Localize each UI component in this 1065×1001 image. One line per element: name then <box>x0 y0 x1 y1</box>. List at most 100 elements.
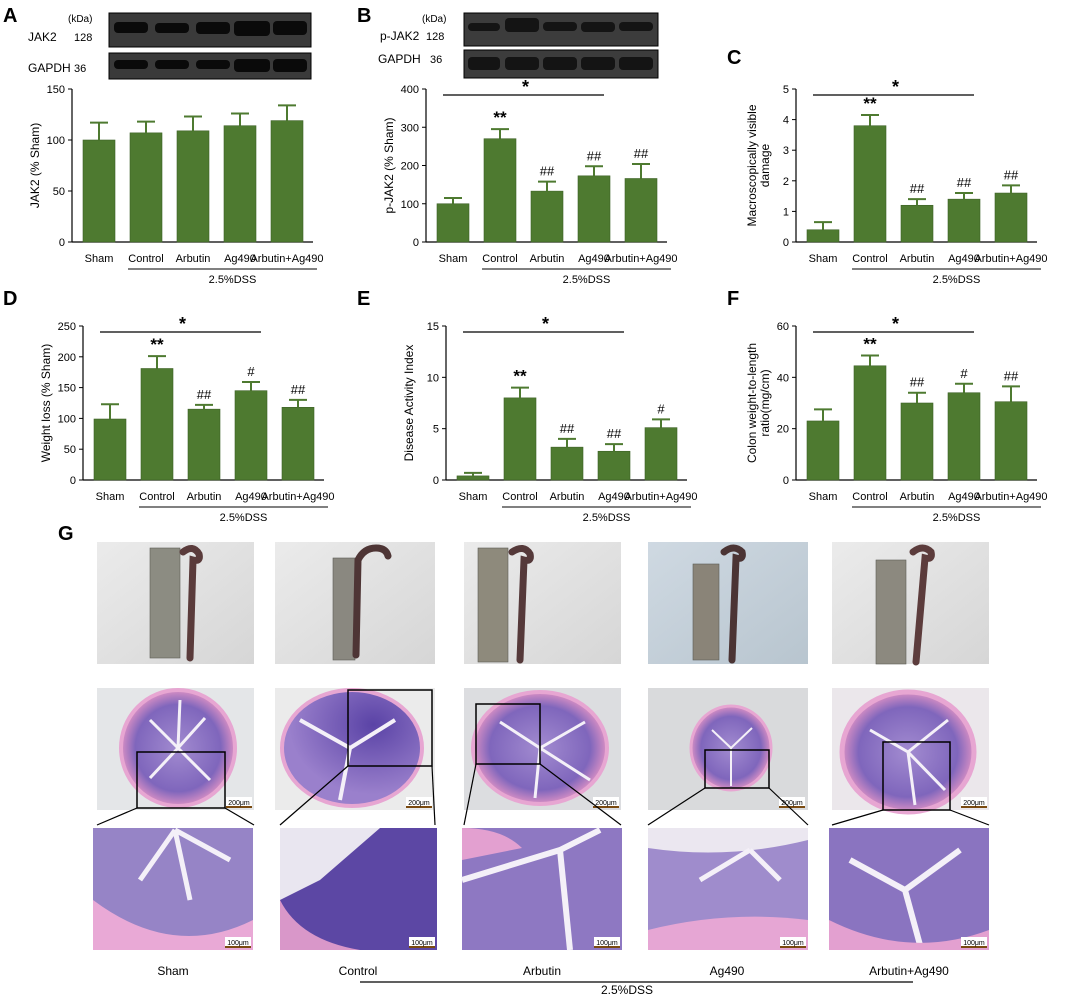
significance-mark: ** <box>863 335 877 354</box>
colon-specimen <box>352 544 392 659</box>
blot-band <box>505 18 539 32</box>
y-tick-label: 5 <box>783 84 789 96</box>
x-tick-label: Arbutin+Ag490 <box>250 253 323 265</box>
bar <box>853 365 887 481</box>
x-tick-label: Ag490 <box>948 491 980 503</box>
he-zoom-arbutin-ag490: 100μm <box>829 828 989 950</box>
bar <box>597 450 631 481</box>
y-tick-label: 400 <box>401 84 419 96</box>
x-tick-label: Control <box>852 253 887 265</box>
blot-band <box>543 57 577 70</box>
y-axis-label: Weight loss (% Sham) <box>39 344 53 462</box>
y-axis-label: Colon weight-to-length <box>745 343 759 463</box>
bar <box>93 418 127 481</box>
bar <box>624 178 658 243</box>
ruler-icon <box>477 547 509 663</box>
x-tick-label: Sham <box>85 253 114 265</box>
he-zoom-ag490: 100μm <box>648 828 808 950</box>
zoom-box <box>704 749 770 789</box>
y-tick-label: 250 <box>58 321 76 333</box>
bar <box>270 120 304 243</box>
blot-band <box>114 60 148 69</box>
y-tick-label: 200 <box>401 161 419 173</box>
significance-mark: ## <box>607 426 622 441</box>
blot-band <box>196 22 230 34</box>
colon-photo-sham <box>97 542 254 664</box>
colon-photo-arbutin-ag490 <box>832 542 989 666</box>
bar <box>550 446 584 481</box>
bar <box>806 420 840 481</box>
x-tick-label: Arbutin+Ag490 <box>974 491 1047 503</box>
ruler-icon <box>692 563 720 661</box>
ruler-icon <box>875 559 907 665</box>
he-section-arbutin-ag490: 200μm <box>832 688 989 815</box>
x-tick-label: Arbutin+Ag490 <box>604 253 677 265</box>
blot-band <box>468 23 500 31</box>
y-tick-label: 20 <box>777 424 789 436</box>
x-tick-label: Control <box>128 253 163 265</box>
scale-bar-label: 100μm <box>411 940 433 947</box>
blot-row-label: p-JAK2 <box>380 29 420 43</box>
significance-mark: ## <box>910 181 925 196</box>
x-tick-label: Sham <box>809 253 838 265</box>
bar <box>176 130 210 243</box>
bar <box>577 175 611 243</box>
y-tick-label: 15 <box>427 321 439 333</box>
significance-mark: ** <box>493 108 507 127</box>
x-tick-label: Arbutin+Ag490 <box>624 491 697 503</box>
y-tick-label: 0 <box>783 475 789 487</box>
bar <box>503 397 537 481</box>
bar <box>853 125 887 243</box>
significance-mark: ## <box>197 387 212 402</box>
significance-mark: ## <box>634 146 649 161</box>
x-tick-label: Arbutin <box>187 491 222 503</box>
significance-mark: ## <box>910 375 925 390</box>
y-axis-label: JAK2 (% Sham) <box>28 123 42 208</box>
bar <box>900 402 934 481</box>
y-axis-label: ratio(mg/cm) <box>758 369 772 436</box>
blot-unit-label: (kDa) <box>68 14 92 25</box>
panel-label-b: B <box>357 5 371 27</box>
panel-label-g: G <box>58 523 74 545</box>
western-blot-a: (kDa) JAK2 128 GAPDH 36 <box>28 12 312 80</box>
histology-panel: 200μm 200μm 200μm 200μm <box>93 542 990 997</box>
scale-bar-label: 200μm <box>963 800 985 807</box>
significance-mark: ## <box>1004 368 1019 383</box>
blot-band <box>234 59 270 72</box>
bar <box>82 139 116 243</box>
x-tick-label: Arbutin+Ag490 <box>261 491 334 503</box>
bar <box>994 401 1028 481</box>
bar <box>436 203 470 243</box>
x-tick-label: Control <box>502 491 537 503</box>
zoom-box <box>882 741 951 811</box>
blot-band <box>581 57 615 70</box>
x-tick-label: Sham <box>96 491 125 503</box>
y-axis-label: Disease Activity Index <box>402 345 416 462</box>
bar-chart-disease-activity: 0 5 10 15 Disease Activity Index Sham ** Contro… <box>402 314 698 524</box>
bar-chart-jak2: 0 50 100 150 JAK2 (% Sham) Sham Control Arbutin… <box>28 84 324 286</box>
bar <box>234 390 268 481</box>
x-tick-label: Sham <box>439 253 468 265</box>
western-blot-b: (kDa) p-JAK2 128 GAPDH 36 <box>378 12 659 79</box>
group-label-arbutin: Arbutin <box>523 964 561 978</box>
blot-row-label: GAPDH <box>28 61 71 75</box>
x-tick-label: Arbutin <box>550 491 585 503</box>
x-tick-label: Arbutin <box>900 253 935 265</box>
blot-row-label: GAPDH <box>378 52 421 66</box>
blot-unit-label: (kDa) <box>422 14 446 25</box>
colon-photo-arbutin <box>464 542 621 664</box>
significance-mark: ## <box>1004 167 1019 182</box>
scale-bar-label: 100μm <box>782 940 804 947</box>
y-tick-label: 0 <box>413 237 419 249</box>
x-tick-label: Control <box>139 491 174 503</box>
blot-kda-label: 36 <box>430 54 442 66</box>
y-tick-label: 100 <box>47 135 65 147</box>
blot-band <box>543 22 577 31</box>
significance-mark: ## <box>540 164 555 179</box>
y-axis-label: p-JAK2 (% Sham) <box>382 117 396 213</box>
blot-band <box>273 59 307 72</box>
he-zoom-control: 100μm <box>280 828 437 950</box>
bar <box>223 125 257 243</box>
blot-kda-label: 128 <box>426 31 444 43</box>
y-tick-label: 50 <box>53 186 65 198</box>
